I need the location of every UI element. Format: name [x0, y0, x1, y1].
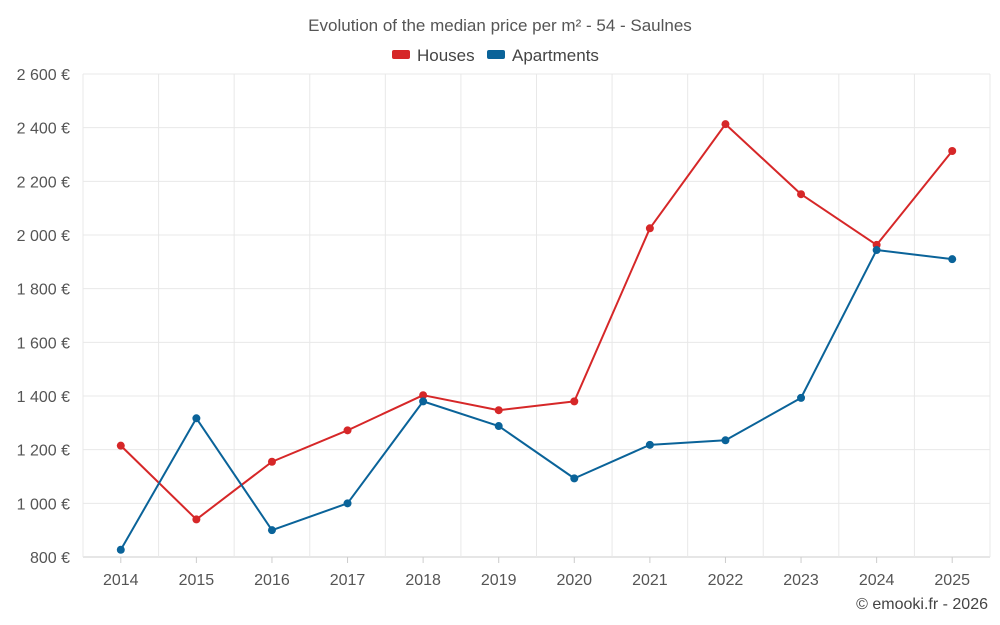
- chart-grid: [82, 73, 991, 558]
- data-point-apartments-2017: [343, 499, 352, 508]
- x-tick-label: 2021: [632, 572, 668, 589]
- data-point-houses-2017: [343, 426, 352, 435]
- data-point-apartments-2025: [948, 255, 957, 264]
- y-tick-label: 1 600 €: [17, 335, 70, 352]
- series-line-apartments: [119, 249, 953, 551]
- data-point-apartments-2020: [570, 474, 579, 483]
- y-tick-label: 2 400 €: [17, 121, 70, 138]
- y-tick-label: 1 000 €: [17, 496, 70, 513]
- data-point-apartments-2023: [797, 393, 806, 402]
- data-point-houses-2018: [419, 391, 428, 400]
- legend-swatch-houses: [392, 50, 410, 59]
- data-point-apartments-2021: [645, 440, 654, 449]
- y-tick-label: 2 000 €: [17, 228, 70, 245]
- data-point-apartments-2016: [267, 526, 276, 535]
- chart-legend: Houses Apartments: [392, 46, 599, 65]
- series-line-houses: [120, 123, 953, 521]
- x-tick-label: 2022: [708, 572, 744, 589]
- y-tick-label: 2 600 €: [17, 67, 70, 84]
- data-point-houses-2025: [948, 147, 957, 156]
- legend-swatch-apartments: [487, 50, 505, 59]
- x-tick-label: 2023: [783, 572, 819, 589]
- x-tick-label: 2017: [330, 572, 366, 589]
- y-tick-label: 1 200 €: [17, 443, 70, 460]
- legend-label-apartments: Apartments: [512, 46, 599, 65]
- data-point-apartments-2024: [872, 246, 881, 255]
- y-tick-label: 1 800 €: [17, 282, 70, 299]
- data-point-houses-2021: [645, 224, 654, 233]
- legend-item-houses[interactable]: Houses: [392, 46, 475, 65]
- x-tick-label: 2019: [481, 572, 517, 589]
- x-axis: 2014 2015 2016 2017 2018 2019 2020 2021 2022 2023…: [103, 557, 970, 589]
- data-point-apartments-2015: [192, 414, 201, 423]
- data-point-houses-2022: [721, 120, 730, 129]
- y-axis: 800 € 1 000 € 1 200 € 1 400 € 1 600 € 1 800 €…: [17, 67, 70, 567]
- x-tick-label: 2016: [254, 572, 290, 589]
- data-point-houses-2015: [192, 515, 201, 524]
- x-tick-label: 2020: [556, 572, 592, 589]
- y-tick-label: 800 €: [30, 550, 70, 567]
- y-tick-label: 2 200 €: [17, 174, 70, 191]
- chart-title: Evolution of the median price per m² - 5…: [308, 16, 692, 35]
- data-point-houses-2016: [267, 457, 276, 466]
- data-point-apartments-2022: [721, 436, 730, 445]
- y-tick-label: 1 400 €: [17, 389, 70, 406]
- data-point-houses-2019: [494, 406, 503, 415]
- x-tick-label: 2025: [934, 572, 970, 589]
- chart-series: [116, 120, 957, 554]
- data-point-apartments-2018: [419, 397, 428, 406]
- legend-label-houses: Houses: [417, 46, 475, 65]
- x-tick-label: 2014: [103, 572, 139, 589]
- credit-text: © emooki.fr - 2026: [856, 596, 988, 613]
- x-tick-label: 2024: [859, 572, 895, 589]
- data-point-houses-2014: [116, 441, 125, 450]
- legend-item-apartments[interactable]: Apartments: [487, 46, 599, 65]
- x-tick-label: 2015: [179, 572, 215, 589]
- data-point-apartments-2019: [494, 422, 503, 431]
- data-point-houses-2023: [797, 190, 806, 199]
- data-point-houses-2020: [570, 397, 579, 406]
- data-point-apartments-2014: [116, 545, 125, 554]
- x-tick-label: 2018: [405, 572, 441, 589]
